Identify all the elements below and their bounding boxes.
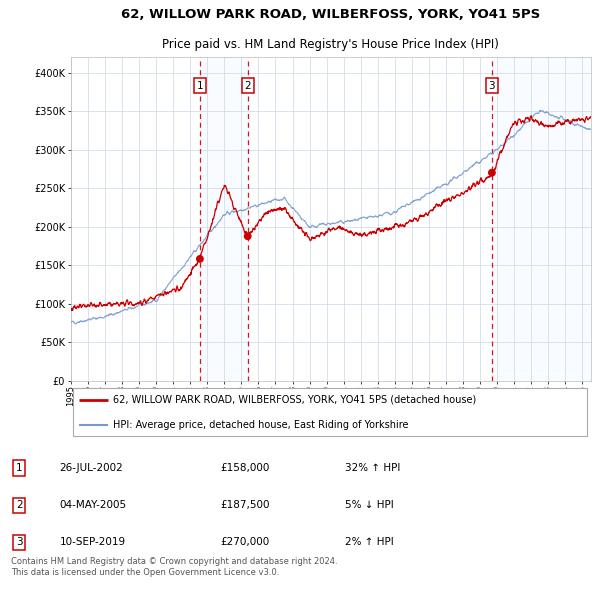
Text: 26-JUL-2002: 26-JUL-2002 bbox=[59, 463, 123, 473]
Text: 2: 2 bbox=[244, 81, 251, 91]
Text: £158,000: £158,000 bbox=[220, 463, 269, 473]
Text: 3: 3 bbox=[488, 81, 495, 91]
Text: Price paid vs. HM Land Registry's House Price Index (HPI): Price paid vs. HM Land Registry's House … bbox=[163, 38, 499, 51]
Text: 1: 1 bbox=[16, 463, 22, 473]
Text: Contains HM Land Registry data © Crown copyright and database right 2024.
This d: Contains HM Land Registry data © Crown c… bbox=[11, 557, 337, 576]
Text: £187,500: £187,500 bbox=[220, 500, 269, 510]
Text: 3: 3 bbox=[16, 537, 22, 548]
FancyBboxPatch shape bbox=[73, 388, 587, 435]
Text: 62, WILLOW PARK ROAD, WILBERFOSS, YORK, YO41 5PS (detached house): 62, WILLOW PARK ROAD, WILBERFOSS, YORK, … bbox=[113, 395, 477, 405]
Text: 62, WILLOW PARK ROAD, WILBERFOSS, YORK, YO41 5PS: 62, WILLOW PARK ROAD, WILBERFOSS, YORK, … bbox=[121, 8, 541, 21]
Point bbox=[243, 231, 253, 241]
Text: 2: 2 bbox=[16, 500, 22, 510]
Text: 5% ↓ HPI: 5% ↓ HPI bbox=[344, 500, 394, 510]
Bar bbox=[492, 57, 591, 381]
Point bbox=[195, 254, 205, 264]
Text: 2% ↑ HPI: 2% ↑ HPI bbox=[344, 537, 394, 548]
Text: 04-MAY-2005: 04-MAY-2005 bbox=[59, 500, 127, 510]
Text: £270,000: £270,000 bbox=[220, 537, 269, 548]
Text: HPI: Average price, detached house, East Riding of Yorkshire: HPI: Average price, detached house, East… bbox=[113, 420, 409, 430]
Text: 1: 1 bbox=[197, 81, 203, 91]
Text: 10-SEP-2019: 10-SEP-2019 bbox=[59, 537, 125, 548]
Bar bbox=[200, 57, 248, 381]
Point bbox=[487, 168, 497, 178]
Text: 32% ↑ HPI: 32% ↑ HPI bbox=[344, 463, 400, 473]
